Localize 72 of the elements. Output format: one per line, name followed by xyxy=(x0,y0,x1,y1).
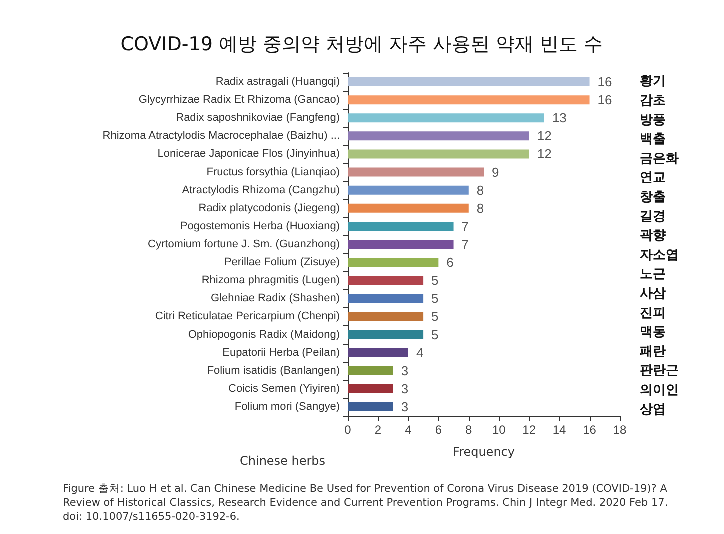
data-label: 9 xyxy=(492,164,500,180)
bar xyxy=(348,312,424,322)
bar xyxy=(348,330,424,340)
x-tick-label: 14 xyxy=(552,423,567,437)
y-tick-label: Fructus forsythia (Lianqiao) xyxy=(206,166,340,178)
y-tick-label: Glycyrrhizae Radix Et Rhizoma (Gancao) xyxy=(138,94,340,106)
x-axis-title: Frequency xyxy=(453,445,515,459)
bar xyxy=(348,204,469,213)
x-tick-label: 8 xyxy=(466,423,473,437)
y-tick-label: Rhizoma phragmitis (Lugen) xyxy=(202,274,340,287)
bar xyxy=(348,276,424,286)
bar xyxy=(348,186,469,195)
data-label: 3 xyxy=(401,363,409,378)
x-tick-label: 12 xyxy=(522,423,536,437)
y-tick-label: Radix astragali (Huangqi) xyxy=(216,76,340,88)
y-tick-label: Radix saposhnikoviae (Fangfeng) xyxy=(176,112,340,124)
x-tick-label: 6 xyxy=(435,423,442,437)
bar xyxy=(348,258,439,268)
y-tick-label: Glehniae Radix (Shashen) xyxy=(210,292,340,305)
data-label: 12 xyxy=(537,146,552,162)
data-label: 3 xyxy=(401,399,409,414)
bar xyxy=(348,168,484,177)
y-tick-label: Perillae Folium (Zisuye) xyxy=(224,256,340,269)
y-tick-label: Radix platycodonis (Jiegeng) xyxy=(198,202,340,214)
y-tick-label: Folium mori (Sangye) xyxy=(234,400,340,413)
data-label: 8 xyxy=(476,182,484,198)
data-label: 13 xyxy=(552,110,567,126)
chart-title: COVID-19 예방 중의약 처방에 자주 사용된 약재 빈도 수 xyxy=(120,34,604,56)
data-label: 12 xyxy=(537,128,552,144)
bar xyxy=(348,240,454,249)
x-tick-label: 10 xyxy=(492,423,506,437)
text: 황기 감초 방풍 백출 금은화 연교 창출 길경 곽향 자소엽 노근 사삼 진피 맥동 패란 판란근 의이인 상엽 xyxy=(640,74,679,418)
data-label: 7 xyxy=(462,218,470,234)
y-tick-label: Lonicerae Japonicae Flos (Jinyinhua) xyxy=(158,148,340,160)
y-tick-label: Citri Reticulatae Pericarpium (Chenpi) xyxy=(155,310,340,323)
y-axis-title: Chinese herbs xyxy=(240,454,326,468)
data-label: 5 xyxy=(432,291,439,306)
y-tick-label: Rhizoma Atractylodis Macrocephalae (Baizhu) ... xyxy=(102,130,340,142)
y-tick-label: Atractylodis Rhizoma (Cangzhu) xyxy=(182,184,340,196)
data-label: 3 xyxy=(401,381,409,396)
x-tick-label: 2 xyxy=(374,423,382,437)
data-label: 6 xyxy=(446,255,454,270)
x-tick-label: 4 xyxy=(405,423,412,437)
bar xyxy=(348,348,408,358)
text: Figure 출처: Luo H et al. Can Chinese Medicine Be Used for Prevention of Corona Virus Disease 2019 (COVID-19)? A Review of Historical Classics, Research Evidence and Current Prevention Programs. Chin J Integr Med. 2020 Feb 17. doi: 10.1007/s11655-020-3192-6. xyxy=(63,483,672,523)
bar xyxy=(348,384,394,394)
bar xyxy=(348,366,394,376)
bar xyxy=(348,114,544,123)
bar xyxy=(348,96,590,105)
data-label: 5 xyxy=(432,273,439,288)
bar xyxy=(348,132,530,141)
data-label: 5 xyxy=(432,309,439,324)
x-tick-label: 18 xyxy=(613,423,627,437)
bar xyxy=(348,78,590,87)
y-tick-label: Coicis Semen (Yiyiren) xyxy=(228,382,340,395)
bar xyxy=(348,402,394,412)
data-label: 16 xyxy=(598,92,612,108)
y-tick-label: Pogostemonis Herba (Huoxiang) xyxy=(180,220,340,232)
y-tick-label: Eupatorii Herba (Peilan) xyxy=(222,346,340,359)
data-label: 8 xyxy=(476,200,484,216)
data-label: 16 xyxy=(598,74,612,90)
data-label: 4 xyxy=(416,345,424,360)
bar xyxy=(348,294,424,304)
y-tick-label: Cyrtomium fortune J. Sm. (Guanzhong) xyxy=(148,238,340,250)
bar xyxy=(348,150,530,159)
bar xyxy=(348,222,454,231)
data-label: 5 xyxy=(432,327,439,342)
x-tick-label: 16 xyxy=(583,423,597,437)
x-tick-label: 0 xyxy=(344,423,352,437)
data-label: 7 xyxy=(462,237,470,252)
y-tick-label: Folium isatidis (Banlangen) xyxy=(207,364,340,377)
y-tick-label: Ophiopogonis Radix (Maidong) xyxy=(188,328,340,341)
